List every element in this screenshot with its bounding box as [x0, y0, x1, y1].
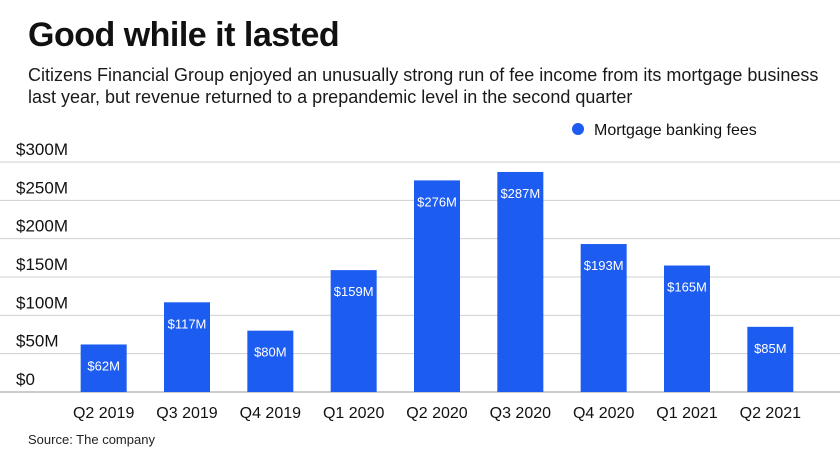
x-tick-label: Q3 2019 — [156, 405, 217, 422]
bar — [164, 302, 210, 392]
bar — [414, 180, 460, 392]
bar-data-label: $117M — [168, 316, 207, 331]
y-tick-label: $200M — [16, 217, 68, 236]
bar — [80, 344, 127, 392]
bar-data-label: $276M — [417, 194, 457, 209]
bar — [330, 270, 377, 392]
bar — [664, 265, 710, 392]
chart-title: Good while it lasted — [28, 16, 340, 54]
legend-marker — [572, 123, 584, 135]
x-tick-label: Q2 2019 — [73, 405, 134, 422]
x-tick-label: Q1 2021 — [656, 405, 717, 422]
chart-subtitle: Citizens Financial Group enjoyed an unus… — [28, 65, 819, 107]
bar-data-label: $80M — [254, 345, 287, 360]
y-tick-label: $250M — [16, 178, 68, 197]
x-tick-label: Q1 2020 — [323, 405, 384, 422]
source-note: Source: The company — [28, 432, 155, 447]
bar — [247, 330, 294, 392]
x-tick-label: Q4 2020 — [573, 405, 634, 422]
x-tick-label: Q2 2021 — [740, 405, 801, 422]
y-tick-label: $100M — [16, 293, 68, 312]
y-tick-label: $0 — [16, 370, 35, 389]
bar-data-label: $165M — [667, 280, 707, 295]
bar-data-label: $62M — [87, 358, 120, 373]
y-tick-label: $150M — [16, 255, 68, 274]
x-tick-label: Q3 2020 — [490, 405, 551, 422]
y-tick-label: $300M — [16, 140, 68, 159]
bar — [747, 326, 794, 392]
bar-data-label: $85M — [754, 341, 787, 356]
bar-data-label: $193M — [584, 258, 624, 273]
x-tick-label: Q4 2019 — [240, 405, 301, 422]
bar — [497, 171, 544, 392]
bar — [580, 244, 627, 392]
x-tick-label: Q2 2020 — [406, 405, 467, 422]
bar-data-label: $287M — [500, 186, 540, 201]
legend-label: Mortgage banking fees — [594, 122, 757, 139]
bar-data-label: $159M — [334, 284, 374, 299]
y-tick-label: $50M — [16, 332, 59, 351]
